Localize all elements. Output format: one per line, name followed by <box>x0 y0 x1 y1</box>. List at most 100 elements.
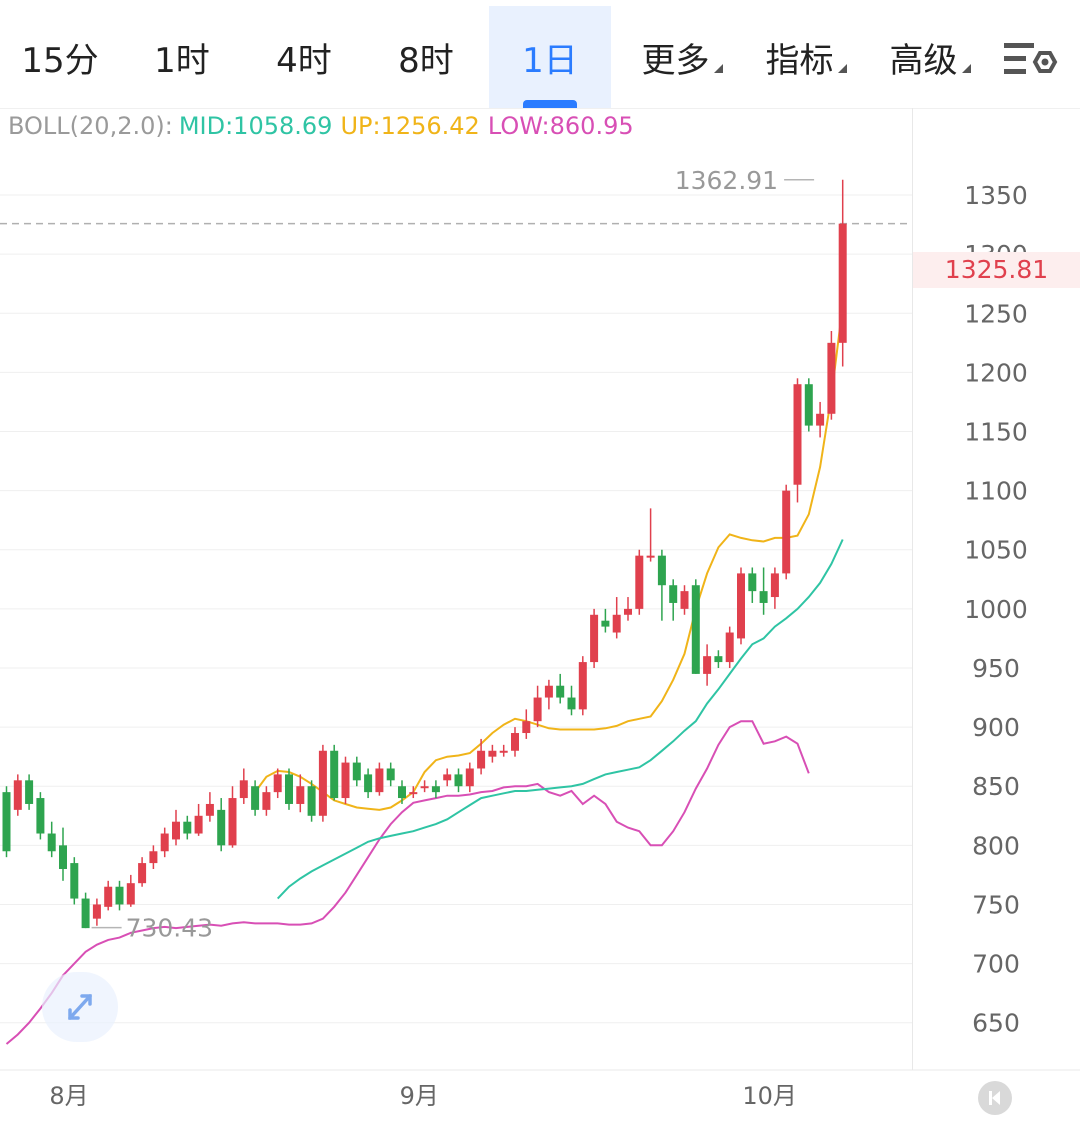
boll-legend: BOLL(20,2.0): MID:1058.69 UP:1256.42 LOW:86… <box>8 112 640 140</box>
candle-body <box>318 750 327 816</box>
tab-indicators-dropdown[interactable]: 指标 <box>750 6 862 108</box>
candle-body <box>2 792 11 852</box>
candle-body <box>477 750 486 769</box>
candle-body <box>398 786 406 799</box>
candle-body <box>522 721 531 734</box>
boll-upper-line <box>254 305 844 811</box>
candle-body <box>262 792 271 810</box>
boll-low-value: LOW:860.95 <box>487 112 634 140</box>
y-tick-label: 850 <box>972 772 1020 801</box>
dropdown-caret-icon <box>961 63 971 73</box>
candle-body <box>13 780 22 810</box>
candle-body <box>770 573 779 598</box>
candle-body <box>646 555 655 558</box>
y-tick-label: 1250 <box>964 299 1028 328</box>
candle-body <box>420 786 429 789</box>
candle-body <box>556 685 565 698</box>
candle-body <box>793 384 802 485</box>
chart-settings-icon[interactable] <box>1000 36 1060 86</box>
candle-body <box>239 780 248 799</box>
candle-body <box>612 614 621 633</box>
boll-lower-line <box>5 720 810 1045</box>
candle-body <box>725 632 734 663</box>
candle-body <box>352 762 361 781</box>
tab-15min[interactable]: 15分 <box>21 40 99 81</box>
boll-mid-line <box>276 539 844 900</box>
candle-body <box>285 774 293 804</box>
boll-name: BOLL(20,2.0): <box>8 112 173 140</box>
candle-body <box>409 792 418 795</box>
candle-body <box>217 809 226 846</box>
tab-1day[interactable]: 1日 <box>489 6 611 108</box>
low-annotation-label: 730.43 <box>126 914 213 943</box>
expand-chart-button[interactable] <box>42 972 118 1042</box>
candle-body <box>804 384 813 426</box>
candle-body <box>81 898 90 929</box>
y-tick-label: 650 <box>972 1009 1020 1038</box>
tab-1hour[interactable]: 1时 <box>154 40 210 81</box>
tab-8hour[interactable]: 8时 <box>398 40 454 81</box>
active-tab-indicator <box>523 100 577 108</box>
y-tick-label: 1050 <box>964 536 1028 565</box>
candle-body <box>172 821 180 840</box>
y-tick-label: 1350 <box>964 181 1028 210</box>
dropdown-caret-icon <box>713 63 723 73</box>
high-annotation-label: 1362.91 <box>675 166 778 195</box>
candle-body <box>624 608 632 615</box>
tab-4hour[interactable]: 4时 <box>276 40 332 81</box>
candle-body <box>307 786 316 816</box>
interval-tab-bar: 15分 1时 4时 8时 1日 更多 指标 高级 <box>0 6 1080 109</box>
candle-body <box>544 685 553 698</box>
candle-body <box>657 555 666 586</box>
candle-body <box>138 863 147 884</box>
y-tick-label: 1100 <box>964 477 1028 506</box>
candle-body <box>635 555 644 609</box>
candle-body <box>680 591 689 609</box>
candle-body <box>115 886 124 905</box>
x-tick-label: 8月 <box>49 1082 88 1110</box>
candle-body <box>431 786 440 793</box>
candle-body <box>443 774 452 781</box>
candle-body <box>748 573 757 592</box>
y-tick-label: 900 <box>972 713 1020 742</box>
dropdown-caret-icon <box>837 63 847 73</box>
candle-body <box>160 833 169 852</box>
candle-body <box>567 697 576 710</box>
y-tick-label: 1000 <box>964 595 1028 624</box>
candle-body <box>341 762 350 799</box>
tab-more-dropdown[interactable]: 更多 <box>626 6 738 108</box>
price-axis-divider <box>912 108 913 1070</box>
candle-body <box>104 886 113 907</box>
candle-body <box>816 413 825 426</box>
x-tick-label: 9月 <box>400 1082 439 1110</box>
boll-mid-value: MID:1058.69 <box>178 112 333 140</box>
candle-body <box>126 883 135 905</box>
y-tick-label: 700 <box>972 950 1020 979</box>
tab-advanced-dropdown[interactable]: 高级 <box>874 6 986 108</box>
candle-body <box>714 656 723 663</box>
candle-body <box>499 750 508 753</box>
x-tick-label: 10月 <box>742 1082 797 1110</box>
candle-body <box>149 851 158 864</box>
candle-body <box>273 774 282 793</box>
y-tick-label: 950 <box>972 654 1020 683</box>
scroll-to-latest-button[interactable] <box>978 1081 1012 1115</box>
candle-body <box>330 750 339 799</box>
candle-body <box>59 845 67 869</box>
candle-body <box>601 620 610 627</box>
candle-body <box>386 768 395 781</box>
y-tick-label: 1150 <box>964 418 1028 447</box>
candle-body <box>703 656 712 674</box>
candle-body <box>36 798 45 834</box>
candle-body <box>194 815 203 834</box>
candle-body <box>70 863 79 899</box>
y-tick-label: 1200 <box>964 358 1028 387</box>
candle-body <box>251 786 260 810</box>
candle-body <box>782 490 791 574</box>
candle-body <box>25 780 34 804</box>
candle-body <box>375 768 384 793</box>
candle-body <box>47 833 56 852</box>
candle-body <box>488 750 497 757</box>
candle-body <box>827 342 836 414</box>
